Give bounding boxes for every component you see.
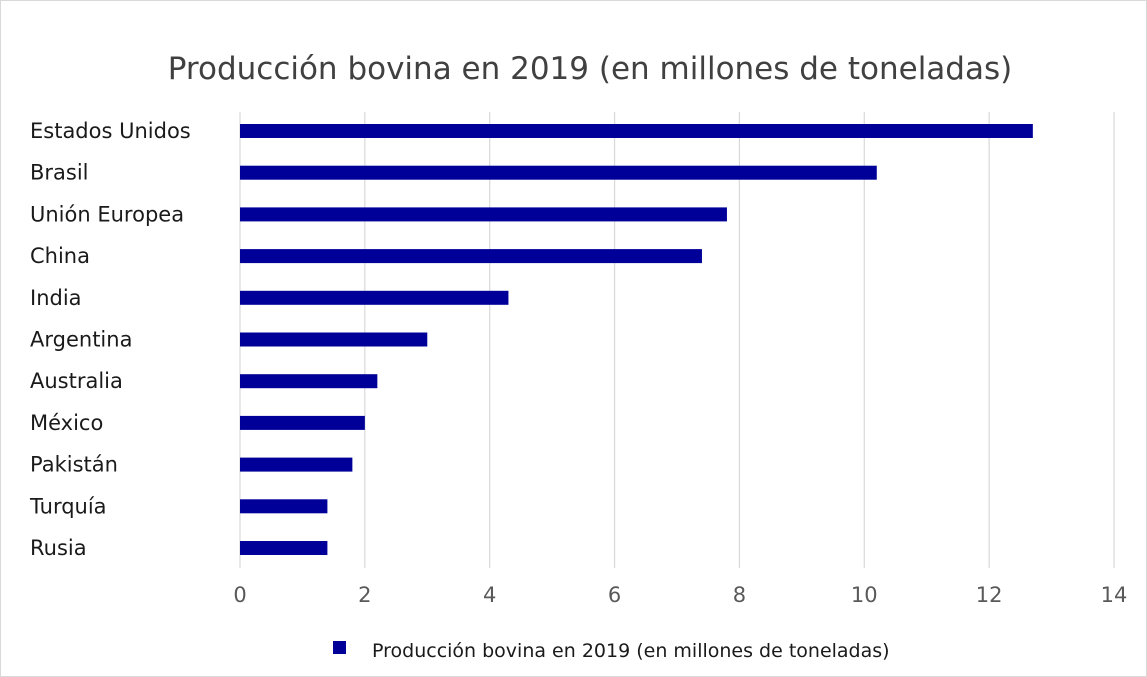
bar [240,124,1033,138]
x-axis-ticks: 0 2 4 6 8 10 12 14 [233,583,1127,607]
category-label: Brasil [30,161,89,185]
legend: Producción bovina en 2019 (en millones d… [333,640,890,662]
category-label: Argentina [30,328,132,352]
chart-title: Producción bovina en 2019 (en millones d… [168,51,1012,87]
bar [240,332,428,347]
x-tick-label: 14 [1101,583,1128,607]
category-label: China [30,244,90,268]
bar [240,374,378,389]
x-tick-label: 4 [483,583,496,607]
category-label: Australia [30,369,123,393]
x-tick-label: 0 [233,583,246,607]
bar-layer [240,124,1033,555]
bar [240,249,702,264]
category-label: Turquía [29,494,107,518]
bar [240,499,328,514]
bar [240,541,328,555]
bar [240,207,727,222]
x-tick-label: 8 [733,583,746,607]
category-label: Estados Unidos [30,119,191,143]
bar [240,290,509,305]
category-label: México [30,411,103,435]
x-tick-label: 2 [358,583,371,607]
category-label: Unión Europea [30,202,184,226]
category-label: Pakistán [30,453,118,477]
x-tick-label: 12 [976,583,1003,607]
bar [240,415,365,430]
x-tick-label: 10 [851,583,878,607]
legend-label: Producción bovina en 2019 (en millones d… [372,640,890,662]
category-label: Rusia [30,536,87,560]
legend-swatch [333,641,346,654]
category-labels: Estados Unidos Brasil Unión Europea China In… [29,119,191,560]
bar [240,457,353,472]
grid-layer [239,112,1115,568]
x-tick-label: 6 [608,583,621,607]
category-label: India [30,286,82,310]
bar [240,165,877,180]
